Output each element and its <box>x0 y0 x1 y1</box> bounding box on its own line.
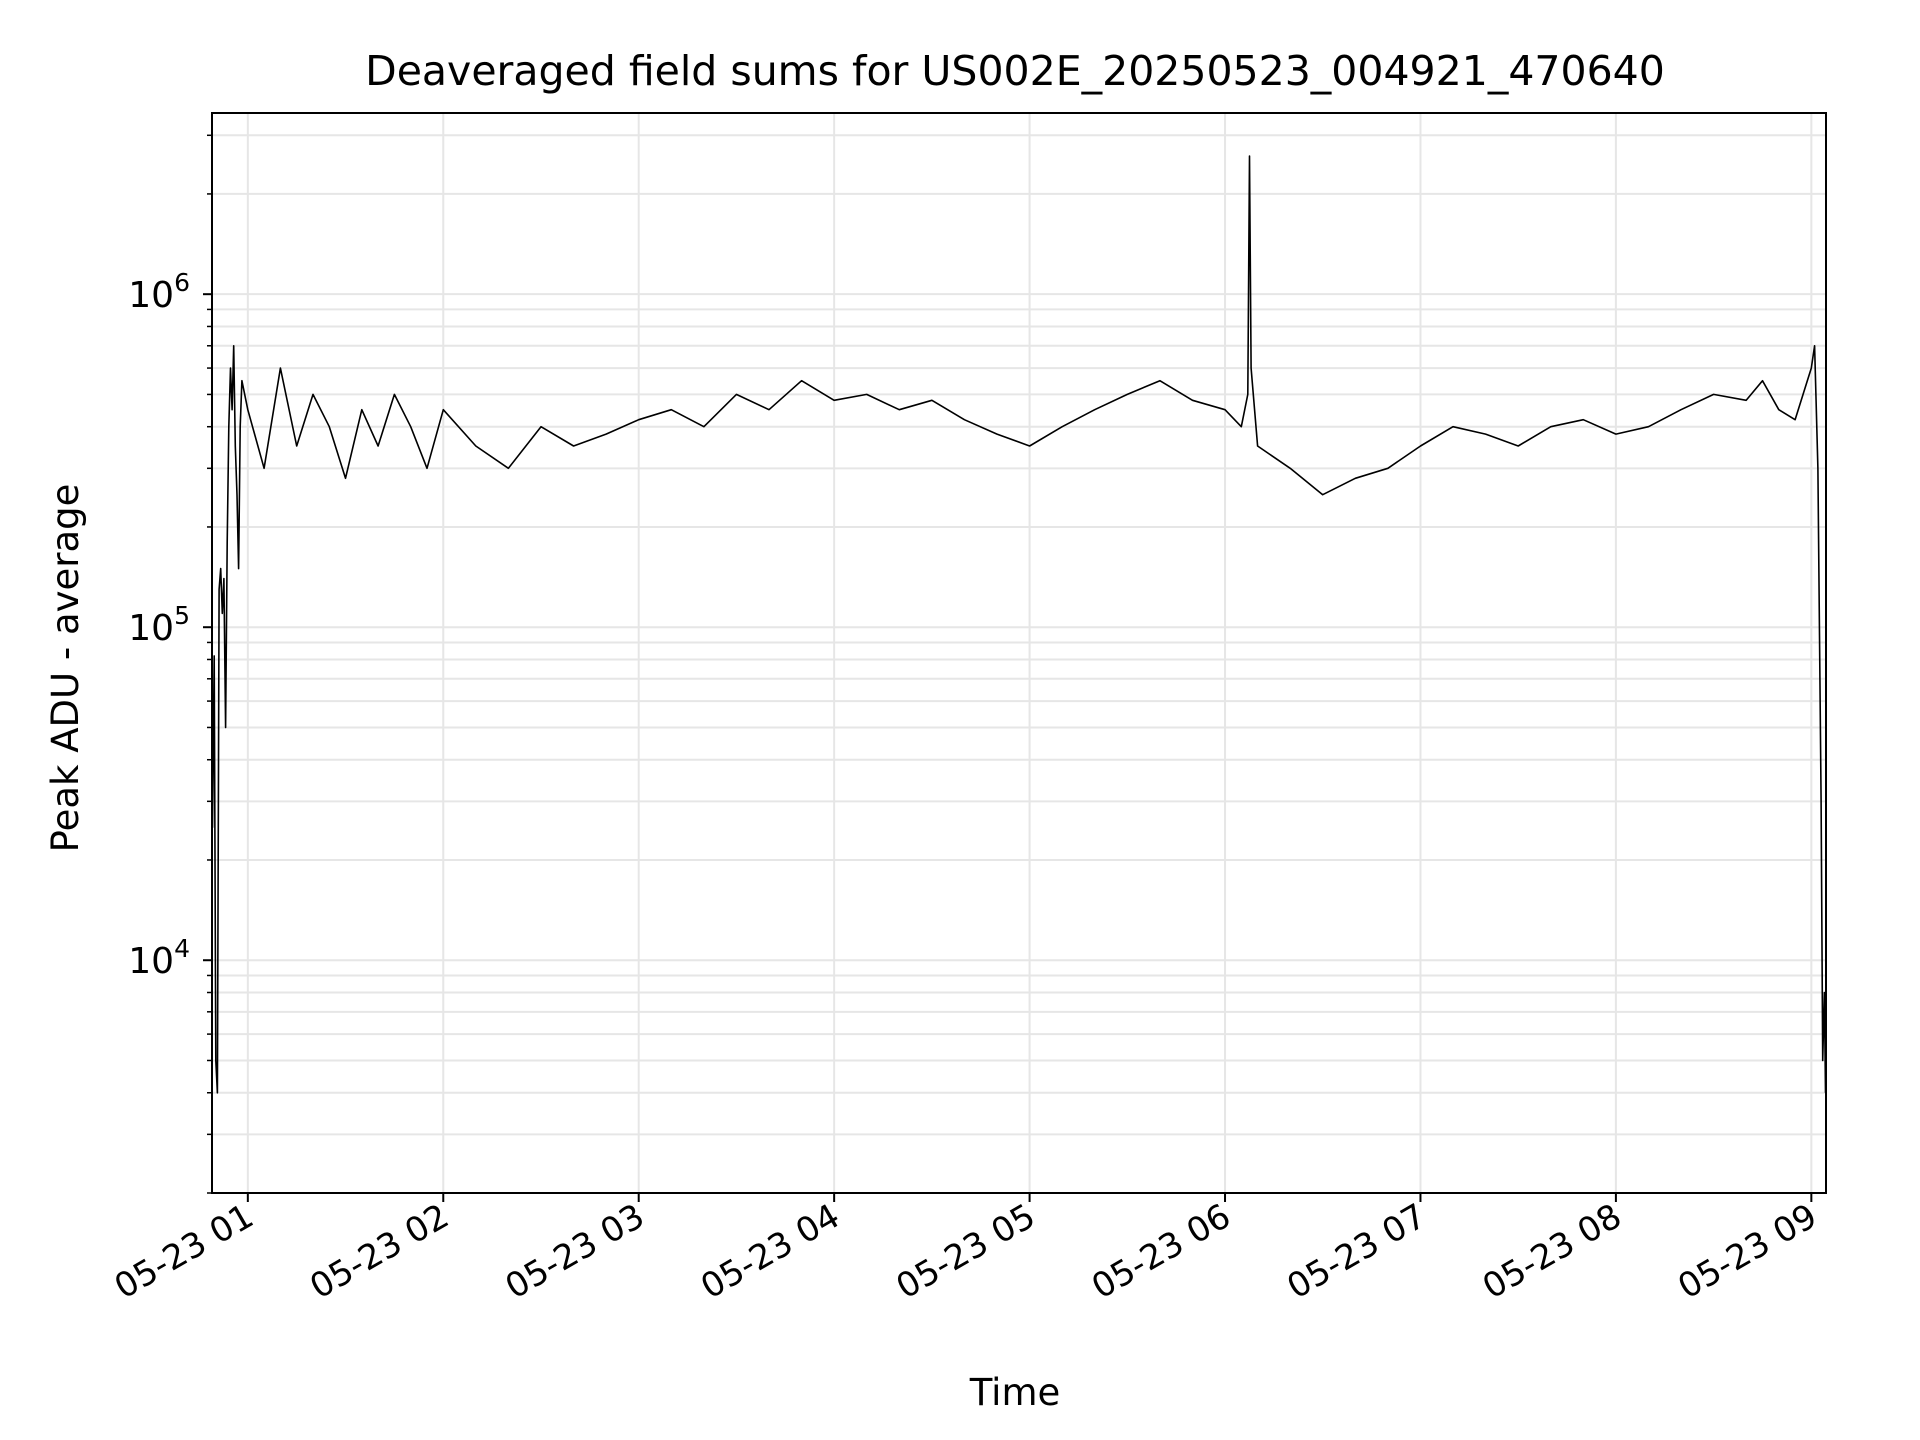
series-line <box>211 155 1827 1094</box>
major-gridlines <box>212 113 1826 1193</box>
chart-title: Deaveraged field sums for US002E_2025052… <box>365 47 1665 95</box>
y-tick-label: 106 <box>128 268 190 316</box>
series-layer <box>211 155 1827 1094</box>
y-tick-label: 104 <box>128 934 190 982</box>
y-tick-label: 105 <box>128 601 190 649</box>
plot-frame <box>211 112 1827 1194</box>
y-axis-ticks: 104 105 106 <box>128 134 212 1194</box>
minor-gridlines <box>212 134 1826 1194</box>
x-axis-label: Time <box>969 1371 1061 1414</box>
y-axis-label: Peak ADU - average <box>44 484 87 853</box>
